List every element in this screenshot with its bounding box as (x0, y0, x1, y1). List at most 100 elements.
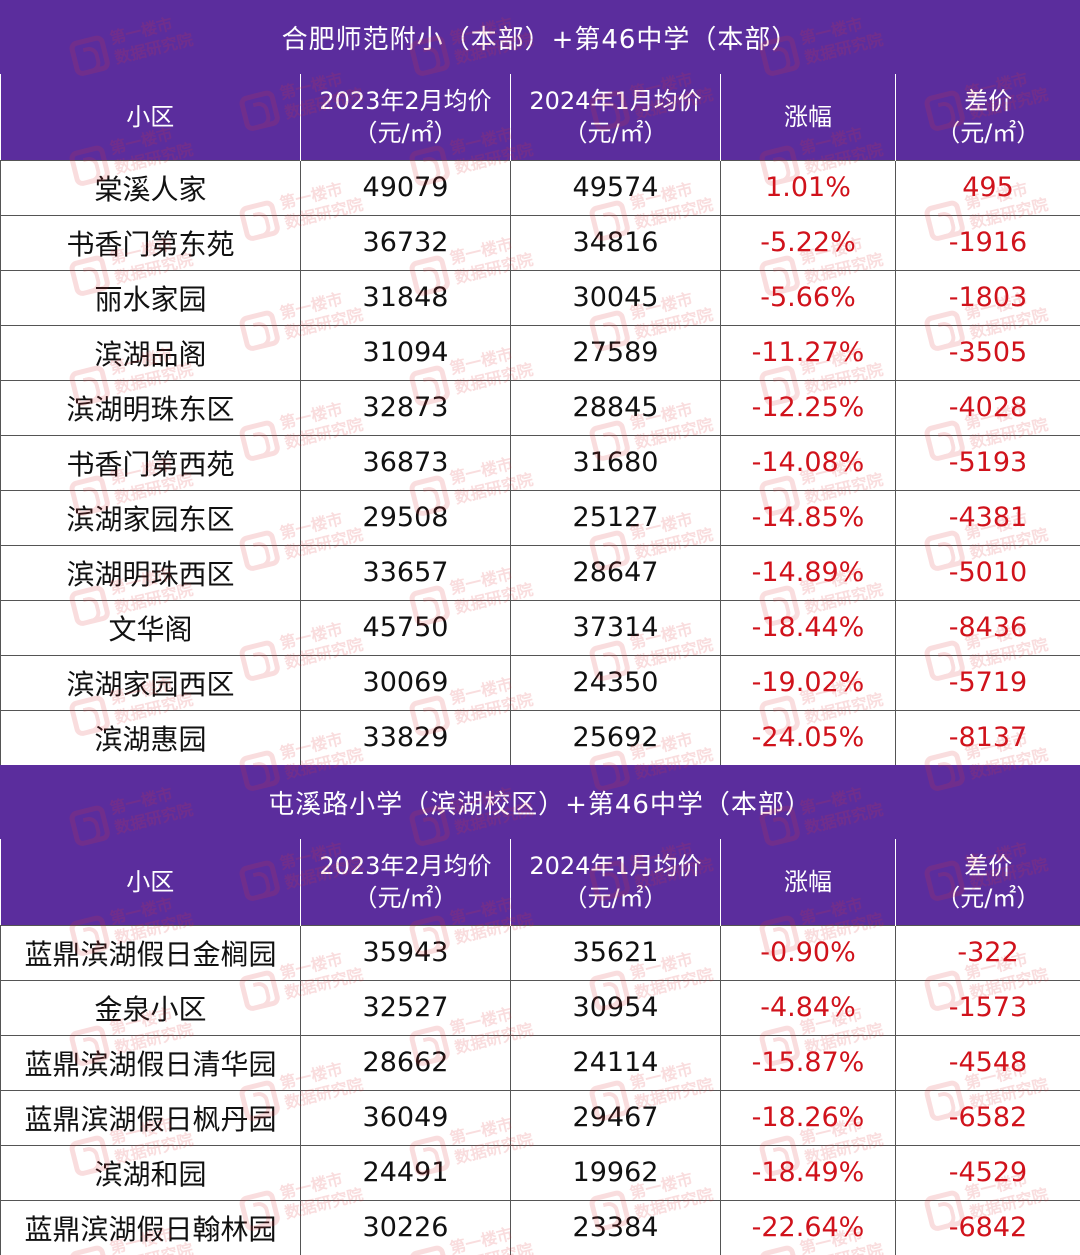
change-percent-cell: -12.25% (720, 379, 896, 436)
feb2023-price-cell: 36049 (300, 1089, 511, 1146)
price-diff-cell: -5010 (895, 544, 1080, 601)
change-percent-cell: -5.22% (720, 214, 896, 271)
jan2024-price-cell: 28647 (510, 544, 721, 601)
price-table: 小区 2023年2月均价 （元/㎡） 2024年1月均价 （元/㎡） 涨幅 差价 （元… (0, 74, 1080, 766)
community-name-cell: 滨湖明珠西区 (0, 544, 301, 601)
table-row: 金泉小区 32527 30954 -4.84% -1573 (0, 979, 1080, 1036)
community-name-cell: 滨湖和园 (0, 1144, 301, 1201)
table-row: 丽水家园 31848 30045 -5.66% -1803 (0, 269, 1080, 326)
change-percent-cell: -15.87% (720, 1034, 896, 1091)
price-diff-cell: -1803 (895, 269, 1080, 326)
change-percent-cell: -0.90% (720, 924, 896, 981)
change-percent-cell: -14.85% (720, 489, 896, 546)
feb2023-price-cell: 32873 (300, 379, 511, 436)
price-diff-cell: -5719 (895, 654, 1080, 711)
change-percent-cell: -14.89% (720, 544, 896, 601)
change-percent-cell: -19.02% (720, 654, 896, 711)
col-header-jan2024: 2024年1月均价 （元/㎡） (510, 74, 721, 160)
community-name-cell: 蓝鼎滨湖假日清华园 (0, 1034, 301, 1091)
table-row: 蓝鼎滨湖假日枫丹园 36049 29467 -18.26% -6582 (0, 1089, 1080, 1146)
section-title: 屯溪路小学（滨湖校区）+第46中学（本部） (0, 765, 1080, 839)
header-row: 小区 2023年2月均价 （元/㎡） 2024年1月均价 （元/㎡） 涨幅 差价 （元… (0, 839, 1080, 925)
price-diff-cell: -6842 (895, 1199, 1080, 1255)
col-header-jan2024: 2024年1月均价 （元/㎡） (510, 839, 721, 925)
community-name-cell: 棠溪人家 (0, 159, 301, 216)
community-name-cell: 蓝鼎滨湖假日金榈园 (0, 924, 301, 981)
feb2023-price-cell: 36732 (300, 214, 511, 271)
col-header-community: 小区 (0, 839, 301, 925)
change-percent-cell: -18.26% (720, 1089, 896, 1146)
change-percent-cell: -24.05% (720, 709, 896, 766)
jan2024-price-cell: 49574 (510, 159, 721, 216)
col-header-diff: 差价 （元/㎡） (895, 839, 1080, 925)
price-diff-cell: -322 (895, 924, 1080, 981)
feb2023-price-cell: 45750 (300, 599, 511, 656)
feb2023-price-cell: 36873 (300, 434, 511, 491)
table-row: 蓝鼎滨湖假日翰林园 30226 23384 -22.64% -6842 (0, 1199, 1080, 1255)
community-name-cell: 滨湖惠园 (0, 709, 301, 766)
col-header-diff: 差价 （元/㎡） (895, 74, 1080, 160)
feb2023-price-cell: 24491 (300, 1144, 511, 1201)
jan2024-price-cell: 19962 (510, 1144, 721, 1201)
table-row: 文华阁 45750 37314 -18.44% -8436 (0, 599, 1080, 656)
price-diff-cell: 495 (895, 159, 1080, 216)
table-body: 蓝鼎滨湖假日金榈园 35943 35621 -0.90% -322 金泉小区 32527 30… (0, 924, 1080, 1255)
price-diff-cell: -4529 (895, 1144, 1080, 1201)
feb2023-price-cell: 30226 (300, 1199, 511, 1255)
table-row: 滨湖家园西区 30069 24350 -19.02% -5719 (0, 654, 1080, 711)
feb2023-price-cell: 31094 (300, 324, 511, 381)
community-name-cell: 蓝鼎滨湖假日翰林园 (0, 1199, 301, 1255)
community-name-cell: 滨湖明珠东区 (0, 379, 301, 436)
jan2024-price-cell: 37314 (510, 599, 721, 656)
table-row: 蓝鼎滨湖假日金榈园 35943 35621 -0.90% -322 (0, 924, 1080, 981)
price-diff-cell: -3505 (895, 324, 1080, 381)
feb2023-price-cell: 29508 (300, 489, 511, 546)
table-row: 书香门第东苑 36732 34816 -5.22% -1916 (0, 214, 1080, 271)
community-name-cell: 文华阁 (0, 599, 301, 656)
price-diff-cell: -4028 (895, 379, 1080, 436)
jan2024-price-cell: 34816 (510, 214, 721, 271)
change-percent-cell: -14.08% (720, 434, 896, 491)
feb2023-price-cell: 49079 (300, 159, 511, 216)
jan2024-price-cell: 24350 (510, 654, 721, 711)
feb2023-price-cell: 30069 (300, 654, 511, 711)
jan2024-price-cell: 30045 (510, 269, 721, 326)
price-diff-cell: -1916 (895, 214, 1080, 271)
change-percent-cell: -11.27% (720, 324, 896, 381)
price-diff-cell: -1573 (895, 979, 1080, 1036)
col-header-feb2023: 2023年2月均价 （元/㎡） (300, 74, 511, 160)
feb2023-price-cell: 28662 (300, 1034, 511, 1091)
table-row: 滨湖明珠西区 33657 28647 -14.89% -5010 (0, 544, 1080, 601)
feb2023-price-cell: 31848 (300, 269, 511, 326)
community-name-cell: 丽水家园 (0, 269, 301, 326)
price-diff-cell: -6582 (895, 1089, 1080, 1146)
table-row: 滨湖明珠东区 32873 28845 -12.25% -4028 (0, 379, 1080, 436)
table-row: 蓝鼎滨湖假日清华园 28662 24114 -15.87% -4548 (0, 1034, 1080, 1091)
section-title: 合肥师范附小（本部）+第46中学（本部） (0, 0, 1080, 74)
header-row: 小区 2023年2月均价 （元/㎡） 2024年1月均价 （元/㎡） 涨幅 差价 （元… (0, 74, 1080, 160)
col-header-change: 涨幅 (720, 74, 896, 160)
jan2024-price-cell: 35621 (510, 924, 721, 981)
price-diff-cell: -8137 (895, 709, 1080, 766)
feb2023-price-cell: 33829 (300, 709, 511, 766)
change-percent-cell: -5.66% (720, 269, 896, 326)
table-row: 滨湖家园东区 29508 25127 -14.85% -4381 (0, 489, 1080, 546)
feb2023-price-cell: 33657 (300, 544, 511, 601)
change-percent-cell: -4.84% (720, 979, 896, 1036)
jan2024-price-cell: 29467 (510, 1089, 721, 1146)
feb2023-price-cell: 32527 (300, 979, 511, 1036)
section-1: 合肥师范附小（本部）+第46中学（本部） 小区 2023年2月均价 （元/㎡） 2… (0, 0, 1080, 766)
jan2024-price-cell: 27589 (510, 324, 721, 381)
change-percent-cell: -22.64% (720, 1199, 896, 1255)
community-name-cell: 金泉小区 (0, 979, 301, 1036)
price-diff-cell: -5193 (895, 434, 1080, 491)
table-body: 棠溪人家 49079 49574 1.01% 495 书香门第东苑 36732 34816 -5… (0, 159, 1080, 766)
jan2024-price-cell: 25127 (510, 489, 721, 546)
community-name-cell: 滨湖家园东区 (0, 489, 301, 546)
feb2023-price-cell: 35943 (300, 924, 511, 981)
jan2024-price-cell: 28845 (510, 379, 721, 436)
community-name-cell: 滨湖家园西区 (0, 654, 301, 711)
table-row: 滨湖惠园 33829 25692 -24.05% -8137 (0, 709, 1080, 766)
table-row: 滨湖品阁 31094 27589 -11.27% -3505 (0, 324, 1080, 381)
community-name-cell: 书香门第东苑 (0, 214, 301, 271)
